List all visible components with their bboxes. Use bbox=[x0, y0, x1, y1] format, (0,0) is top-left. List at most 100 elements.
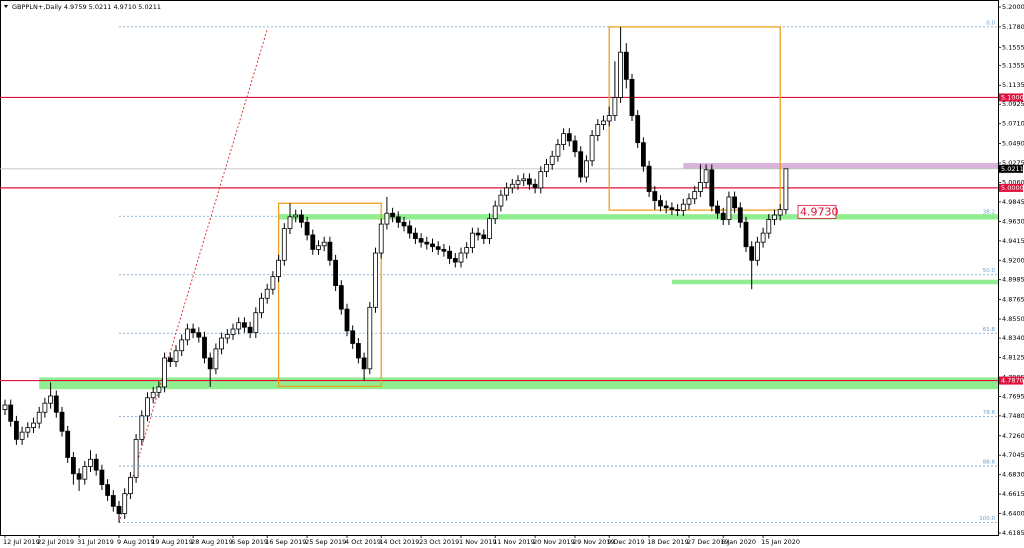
candle-body bbox=[601, 120, 606, 125]
candle-body bbox=[207, 357, 213, 370]
candle-body bbox=[270, 276, 276, 290]
candle-body bbox=[629, 78, 635, 116]
candle-body bbox=[167, 357, 173, 362]
price-tag bbox=[999, 164, 1023, 173]
candle-body bbox=[566, 133, 572, 142]
candle-body bbox=[390, 212, 396, 218]
x-tick-label: 15 Jan 2020 bbox=[761, 538, 800, 546]
zone bbox=[671, 279, 998, 285]
y-tick-label: 5.1555 bbox=[1002, 43, 1024, 51]
candle-body bbox=[618, 51, 623, 98]
candle-body bbox=[2, 404, 8, 410]
candle-body bbox=[276, 259, 282, 277]
candle-body bbox=[447, 250, 453, 259]
y-tick-label: 4.8550 bbox=[1002, 315, 1024, 323]
candle-body bbox=[42, 402, 48, 413]
candle-body bbox=[589, 135, 595, 162]
y-tick-label: 4.9845 bbox=[1002, 198, 1024, 206]
candle-body bbox=[726, 196, 732, 220]
price-tag bbox=[999, 93, 1023, 102]
price-tag bbox=[999, 183, 1023, 192]
fib-label: 61.8 bbox=[983, 327, 996, 333]
plot-frame bbox=[0, 0, 999, 536]
candle-body bbox=[760, 232, 766, 243]
candle-body bbox=[572, 140, 578, 153]
candle-body bbox=[25, 427, 31, 433]
fib-label: 88.6 bbox=[983, 460, 996, 466]
candle-body bbox=[686, 198, 692, 205]
candle-body bbox=[663, 205, 669, 209]
x-tick-label: 23 Oct 2019 bbox=[419, 538, 459, 546]
fib-label: 78.6 bbox=[983, 410, 996, 416]
candle-body bbox=[179, 339, 185, 352]
candle-body bbox=[732, 196, 737, 209]
y-tick-label: 4.8985 bbox=[1002, 276, 1024, 284]
candle-body bbox=[93, 458, 99, 471]
candle-body bbox=[65, 430, 71, 458]
candle-body bbox=[99, 469, 105, 486]
fib-label: 50.0 bbox=[983, 268, 996, 274]
candle-body bbox=[743, 221, 749, 248]
plot-layer: 0.0 38.2 50.0 61.8 78.6 88.6 100.0 4.9730 bbox=[0, 20, 999, 523]
x-tick-label: 31 Jul 2019 bbox=[77, 538, 114, 546]
candle-body bbox=[321, 241, 327, 247]
candle-body bbox=[509, 183, 515, 189]
candle-body bbox=[766, 219, 772, 234]
y-tick-label: 5.1355 bbox=[1002, 61, 1024, 69]
candle-body bbox=[110, 495, 116, 507]
candle-body bbox=[538, 171, 544, 189]
candle-body bbox=[412, 232, 418, 239]
candle-body bbox=[281, 228, 287, 261]
x-tick-label: 9 Dec 2019 bbox=[607, 538, 644, 546]
candle-body bbox=[646, 165, 652, 192]
candle-body bbox=[202, 336, 207, 359]
y-tick-label: 4.7260 bbox=[1002, 432, 1024, 440]
y-tick-label: 4.8340 bbox=[1002, 334, 1024, 342]
chart-title: GBPPLN+,Daily 4.9759 5.0211 4.9710 5.021… bbox=[12, 3, 161, 11]
candle-body bbox=[184, 328, 190, 341]
candle-body bbox=[36, 411, 42, 424]
candle-body bbox=[298, 214, 304, 223]
y-tick-label: 4.9630 bbox=[1002, 217, 1024, 225]
price-tag-label: 5.0000 bbox=[1001, 184, 1024, 192]
candle-body bbox=[561, 133, 566, 145]
candle-body bbox=[59, 411, 65, 432]
y-tick-label: 4.6615 bbox=[1002, 490, 1024, 498]
candle-body bbox=[139, 415, 145, 440]
zone bbox=[683, 163, 998, 169]
candle-body bbox=[127, 476, 133, 495]
candle-body bbox=[458, 252, 464, 263]
candle-body bbox=[527, 178, 532, 185]
y-tick-label: 4.6185 bbox=[1002, 529, 1024, 537]
candle-body bbox=[53, 395, 59, 413]
y-tick-label: 5.1780 bbox=[1002, 23, 1024, 31]
candle-body bbox=[481, 234, 487, 239]
candle-body bbox=[772, 214, 777, 220]
candle-body bbox=[418, 238, 424, 243]
price-tag-label: 5.1000 bbox=[1001, 93, 1024, 101]
candle-body bbox=[680, 203, 686, 211]
x-tick-label: 22 Jul 2019 bbox=[37, 538, 74, 546]
candle-body bbox=[219, 337, 225, 350]
candle-body bbox=[395, 216, 401, 223]
candle-body bbox=[623, 51, 629, 80]
candle-body bbox=[310, 234, 316, 250]
x-tick-label: 27 Dec 2019 bbox=[687, 538, 729, 546]
candle-body bbox=[487, 218, 492, 239]
y-tick-label: 5.0925 bbox=[1002, 100, 1024, 108]
candle-body bbox=[692, 191, 698, 200]
y-tick-label: 5.0060 bbox=[1002, 178, 1024, 186]
candle-body bbox=[378, 223, 384, 254]
candle-body bbox=[504, 187, 510, 196]
candle-body bbox=[532, 183, 538, 189]
fib-label: 38.2 bbox=[983, 210, 995, 216]
x-tick-label: 28 Aug 2019 bbox=[191, 538, 233, 546]
candle-body bbox=[236, 322, 242, 330]
y-tick-label: 5.0275 bbox=[1002, 159, 1024, 167]
candle-body bbox=[606, 115, 612, 122]
candle-body bbox=[441, 249, 447, 252]
candle-body bbox=[361, 357, 367, 370]
candle-body bbox=[259, 297, 264, 314]
candle-body bbox=[196, 332, 202, 338]
candle-body bbox=[407, 225, 413, 234]
